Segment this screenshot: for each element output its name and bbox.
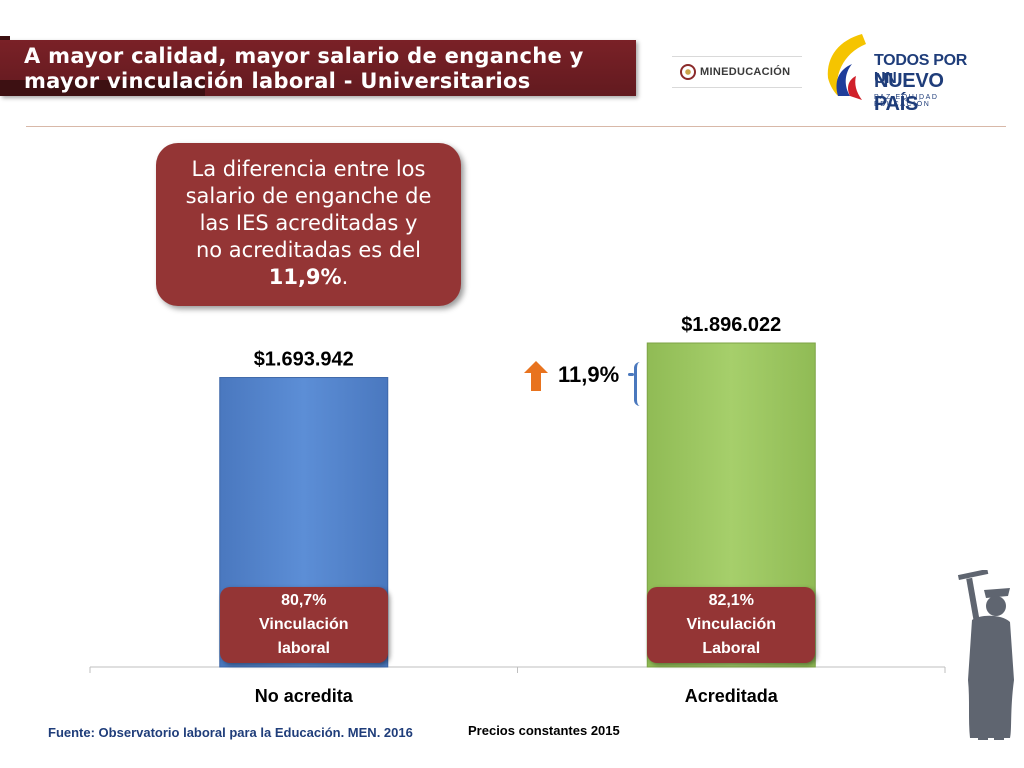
category-label: Acreditada [685,686,779,706]
difference-callout: La diferencia entre los salario de engan… [156,143,461,306]
source-note: Fuente: Observatorio laboral para la Edu… [48,725,413,740]
todos-logo-line1: TODOS POR UN [874,52,968,87]
callout-line4: no acreditadas es del [195,238,422,262]
growth-percentage: 11,9% [558,362,620,387]
vinculacion-line2: Vinculación [686,616,776,633]
title-accent-bottom [0,80,205,96]
bar-value-label: $1.693.942 [254,349,354,371]
difference-bracket-tick [628,373,634,376]
slide-title-line1: A mayor calidad, mayor salario de enganc… [24,44,584,68]
graduate-icon [957,570,1014,740]
callout-line1: La diferencia entre los [191,157,426,181]
vinculacion-line1: 82,1% [708,592,754,609]
vinculacion-line3: laboral [277,640,330,657]
colombia-flag-swoosh-icon [827,34,866,100]
slide-title-line2: mayor vinculación laboral - Universitari… [24,69,531,93]
mineducacion-logo-text: MINEDUCACIÓN [700,66,791,78]
vinculacion-annotation: 80,7% Vinculación laboral [219,587,388,663]
todos-logo-line2: NUEVO PAÍS [874,70,944,115]
callout-line3: las IES acreditadas y [199,211,418,235]
callout-value: 11,9% [268,265,342,289]
callout-end: . [341,265,349,289]
vinculacion-annotation: 82,1% Vinculación Laboral [647,587,816,663]
up-arrow-icon [524,361,548,391]
vinculacion-line1: 80,7% [281,592,327,609]
vinculacion-line3: Laboral [702,640,761,657]
category-label: No acredita [255,686,354,706]
difference-bracket [634,362,643,406]
mineducacion-logo: MINEDUCACIÓN [672,56,802,88]
header-divider [26,126,1006,127]
slide-title: A mayor calidad, mayor salario de enganc… [24,44,624,94]
todos-logo-line3: PAZ EQUIDAD EDUCACIÓN [874,94,939,108]
coat-of-arms-icon [680,64,696,80]
prices-note: Precios constantes 2015 [468,723,620,738]
callout-line2: salario de enganche de [185,184,432,208]
vinculacion-line2: Vinculación [258,616,349,633]
todos-por-un-nuevo-pais-logo: TODOS POR UN NUEVO PAÍS PAZ EQUIDAD EDUC… [822,30,992,115]
bar-value-label: $1.896.022 [681,314,781,336]
